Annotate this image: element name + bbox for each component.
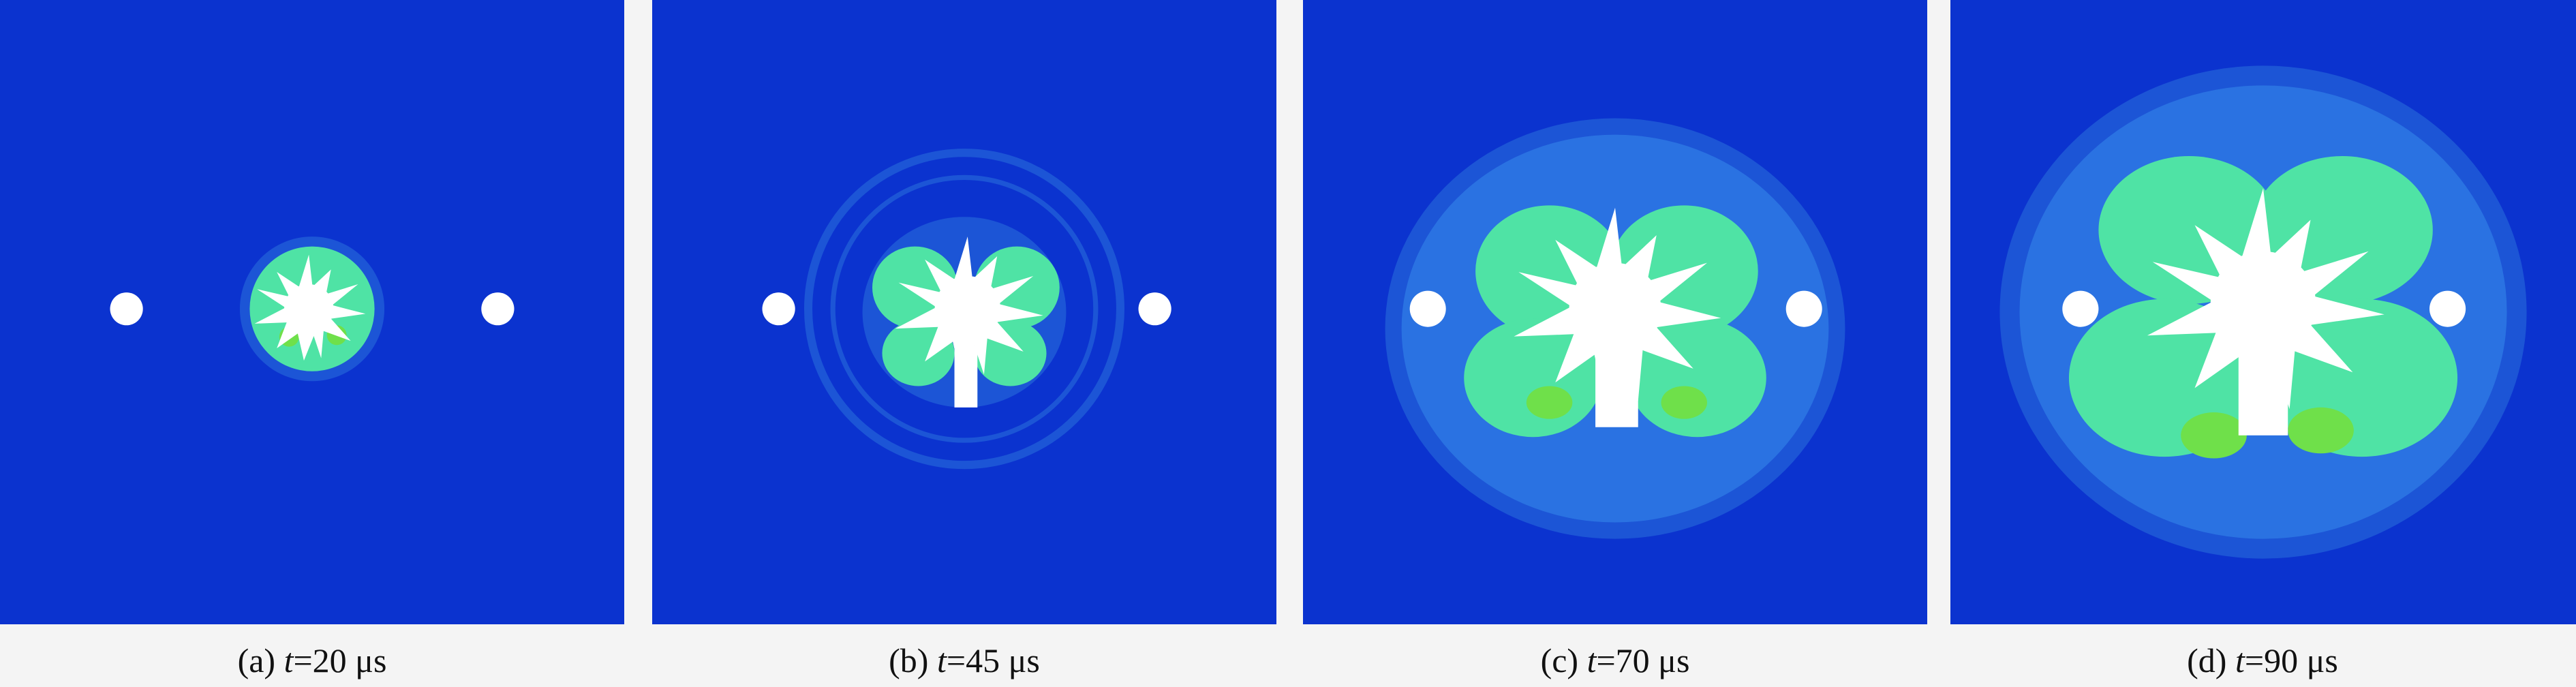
caption: (b) t=45 μs — [652, 641, 1276, 680]
panel-image — [0, 0, 624, 624]
caption-variable: t — [2235, 641, 2245, 680]
caption-label: (a) — [237, 641, 284, 680]
caption-label: (c) — [1540, 641, 1587, 680]
caption-value: =70 μs — [1596, 641, 1690, 680]
panel-image — [652, 0, 1276, 624]
caption: (d) t=90 μs — [1950, 641, 2575, 680]
caption-variable: t — [936, 641, 947, 680]
caption-value: =45 μs — [946, 641, 1040, 680]
caption-variable: t — [1586, 641, 1597, 680]
caption: (c) t=70 μs — [1303, 641, 1927, 680]
caption-variable: t — [283, 641, 294, 680]
caption-label: (b) — [889, 641, 937, 680]
caption-value: =90 μs — [2244, 641, 2338, 680]
caption: (a) t=20 μs — [0, 641, 624, 680]
caption-label: (d) — [2187, 641, 2235, 680]
caption-value: =20 μs — [293, 641, 387, 680]
panel-image — [1950, 0, 2576, 624]
panel-image — [1303, 0, 1927, 624]
